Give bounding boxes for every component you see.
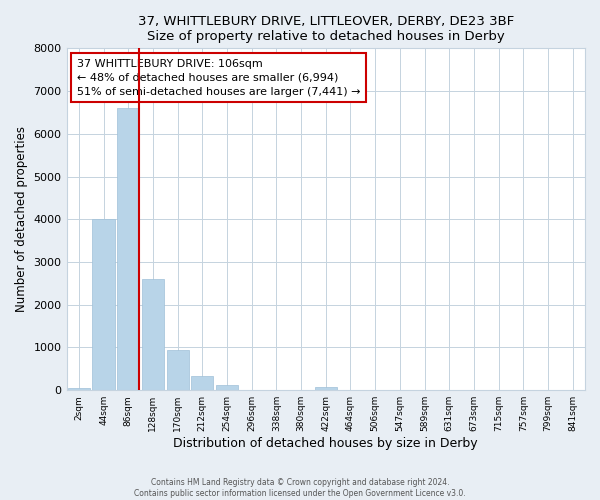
- Text: 37 WHITTLEBURY DRIVE: 106sqm
← 48% of detached houses are smaller (6,994)
51% of: 37 WHITTLEBURY DRIVE: 106sqm ← 48% of de…: [77, 58, 361, 96]
- Bar: [314, 387, 337, 390]
- Bar: [142, 279, 164, 390]
- Bar: [92, 220, 115, 390]
- X-axis label: Distribution of detached houses by size in Derby: Distribution of detached houses by size …: [173, 437, 478, 450]
- Bar: [191, 376, 214, 390]
- Text: Contains HM Land Registry data © Crown copyright and database right 2024.
Contai: Contains HM Land Registry data © Crown c…: [134, 478, 466, 498]
- Bar: [117, 108, 139, 390]
- Bar: [68, 388, 90, 390]
- Title: 37, WHITTLEBURY DRIVE, LITTLEOVER, DERBY, DE23 3BF
Size of property relative to : 37, WHITTLEBURY DRIVE, LITTLEOVER, DERBY…: [137, 15, 514, 43]
- Bar: [167, 350, 189, 390]
- Bar: [216, 384, 238, 390]
- Y-axis label: Number of detached properties: Number of detached properties: [15, 126, 28, 312]
